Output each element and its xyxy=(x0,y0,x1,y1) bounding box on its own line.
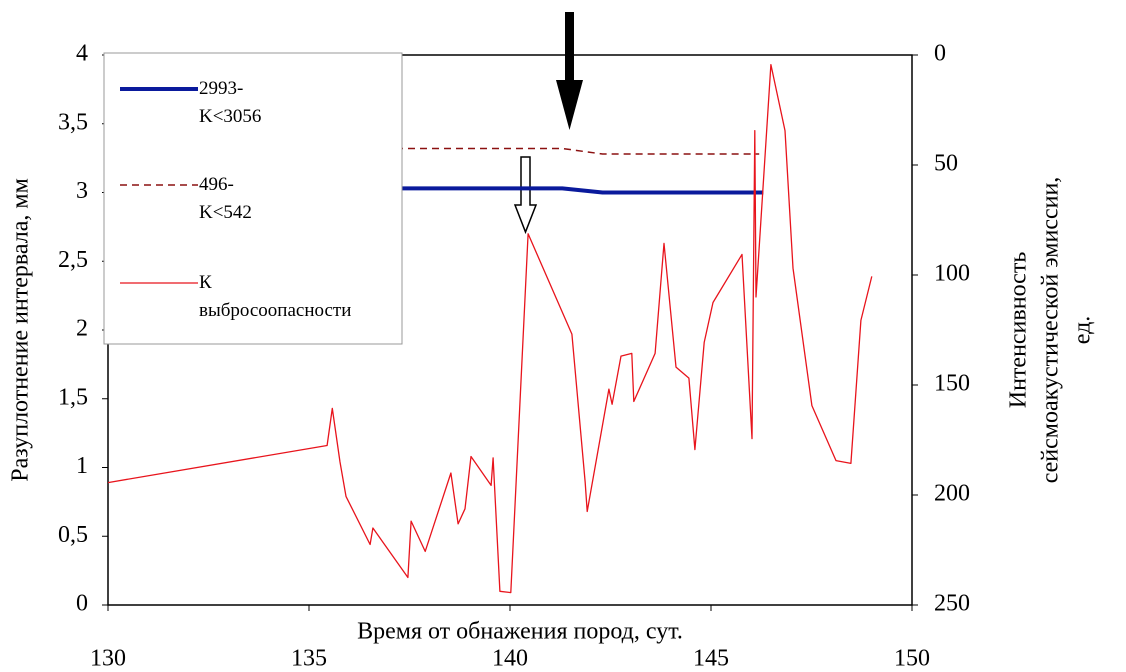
y-tick-label: 2 xyxy=(76,316,88,342)
legend-label: 496-K<542 xyxy=(199,174,252,223)
legend-entry: 2993-K<3056 xyxy=(199,78,262,127)
legend: 2993-K<3056 496-K<542 К выбросоопасности xyxy=(103,52,403,345)
legend-label: К выбросоопасности xyxy=(199,272,352,321)
x-tick-label: 150 xyxy=(894,646,930,672)
y2-axis-label: Интенсивность xyxy=(1006,252,1032,409)
legend-entry: 496-K<542 xyxy=(199,174,252,223)
y-tick-label: 1 xyxy=(76,453,88,479)
series-line xyxy=(107,63,873,594)
y2-tick-label: 50 xyxy=(934,151,958,177)
y2-tick-label: 100 xyxy=(934,261,970,287)
series-line xyxy=(108,147,760,155)
y2-tick-label: 150 xyxy=(934,371,970,397)
y2-tick-label: 250 xyxy=(934,591,970,617)
legend-label: 2993-K<3056 xyxy=(199,78,262,127)
x-tick-label: 145 xyxy=(693,646,729,672)
y2-tick-label: 0 xyxy=(934,41,946,67)
event-arrow xyxy=(556,12,583,130)
y-tick-label: 3,5 xyxy=(58,109,88,135)
x-axis-label: Время от обнажения пород, сут. xyxy=(357,619,683,645)
y-tick-label: 0 xyxy=(76,591,88,617)
legend-entry: К выбросоопасности xyxy=(199,272,352,321)
x-tick-label: 140 xyxy=(492,646,528,672)
y-tick-label: 1,5 xyxy=(58,384,88,410)
event-arrow-outline xyxy=(513,156,538,235)
y-tick-label: 4 xyxy=(76,41,88,67)
y-tick-label: 2,5 xyxy=(58,247,88,273)
y2-tick-label: 200 xyxy=(934,481,970,507)
x-tick-label: 130 xyxy=(90,646,126,672)
y-axis-label: Разуплотнение интервала, мм xyxy=(8,178,34,482)
y-tick-label: 0,5 xyxy=(58,522,88,548)
legend-box xyxy=(103,52,403,345)
y2-axis-label: сейсмоакустической эмиссии, xyxy=(1038,177,1064,484)
y2-axis-label: ед. xyxy=(1070,316,1096,345)
y-tick-label: 3 xyxy=(76,178,88,204)
x-tick-label: 135 xyxy=(291,646,327,672)
